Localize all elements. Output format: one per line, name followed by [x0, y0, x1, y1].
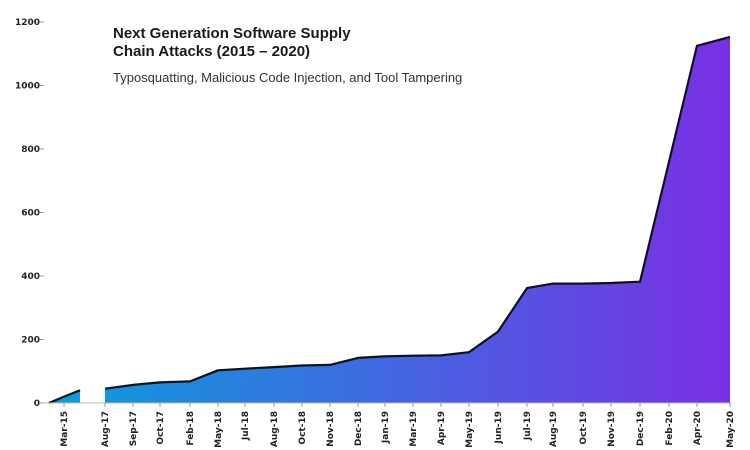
- y-tick-label: 800: [21, 145, 40, 155]
- x-tick-label: Jul-18: [241, 411, 251, 441]
- x-tick-label: Sep-17: [129, 411, 139, 446]
- x-tick-label: Aug-18: [270, 411, 280, 447]
- title-block: Next Generation Software Supply Chain At…: [113, 25, 533, 86]
- y-axis: 0 200 400 600 800 1000 1200: [15, 18, 44, 409]
- x-tick-label: Jan-19: [381, 411, 391, 444]
- x-axis: Mar-15 Aug-17 Sep-17 Oct-17 Feb-18 May-18 Jul-…: [44, 402, 736, 448]
- x-tick-label: Oct-17: [156, 411, 166, 445]
- x-tick-label: Apr-19: [437, 411, 447, 445]
- x-tick-label: Nov-18: [326, 411, 336, 447]
- y-tick-label: 600: [21, 209, 40, 219]
- x-tick-label: Jul-19: [523, 411, 533, 441]
- chart-subtitle: Typosquatting, Malicious Code Injection,…: [113, 70, 463, 85]
- x-tick-label: Aug-19: [549, 411, 559, 447]
- x-tick-label: May-19: [465, 411, 475, 448]
- x-tick-label: Feb-20: [665, 411, 675, 446]
- x-tick-label: Dec-19: [636, 411, 646, 446]
- area-fill-segment: [105, 36, 730, 404]
- chart-title-line-1: Next Generation Software Supply: [113, 25, 351, 42]
- chart-title: Next Generation Software Supply Chain At…: [113, 25, 533, 61]
- x-tick-label: Apr-20: [693, 411, 703, 445]
- x-tick-label: Feb-18: [186, 411, 196, 446]
- x-tick-label: May-18: [214, 411, 224, 448]
- y-tick-label: 1200: [15, 18, 40, 28]
- x-tick-label: Jun-19: [494, 411, 504, 444]
- y-tick-label: 200: [21, 336, 40, 346]
- x-tick-label: Nov-19: [607, 411, 617, 447]
- x-tick-label: Aug-17: [101, 411, 111, 447]
- y-tick-label: 0: [34, 399, 40, 409]
- area-series: [48, 35, 731, 405]
- y-tick-label: 400: [21, 272, 40, 282]
- x-tick-label: Oct-19: [579, 411, 589, 445]
- y-tick-label: 1000: [15, 82, 40, 92]
- x-tick-label: Mar-15: [60, 411, 70, 447]
- chart-title-line-2: Chain Attacks (2015 – 2020): [113, 43, 311, 60]
- x-tick-label: Oct-18: [298, 411, 308, 445]
- x-tick-label: Mar-19: [409, 411, 419, 447]
- x-tick-label: May-20: [726, 411, 736, 448]
- x-tick-label: Dec-18: [354, 411, 364, 446]
